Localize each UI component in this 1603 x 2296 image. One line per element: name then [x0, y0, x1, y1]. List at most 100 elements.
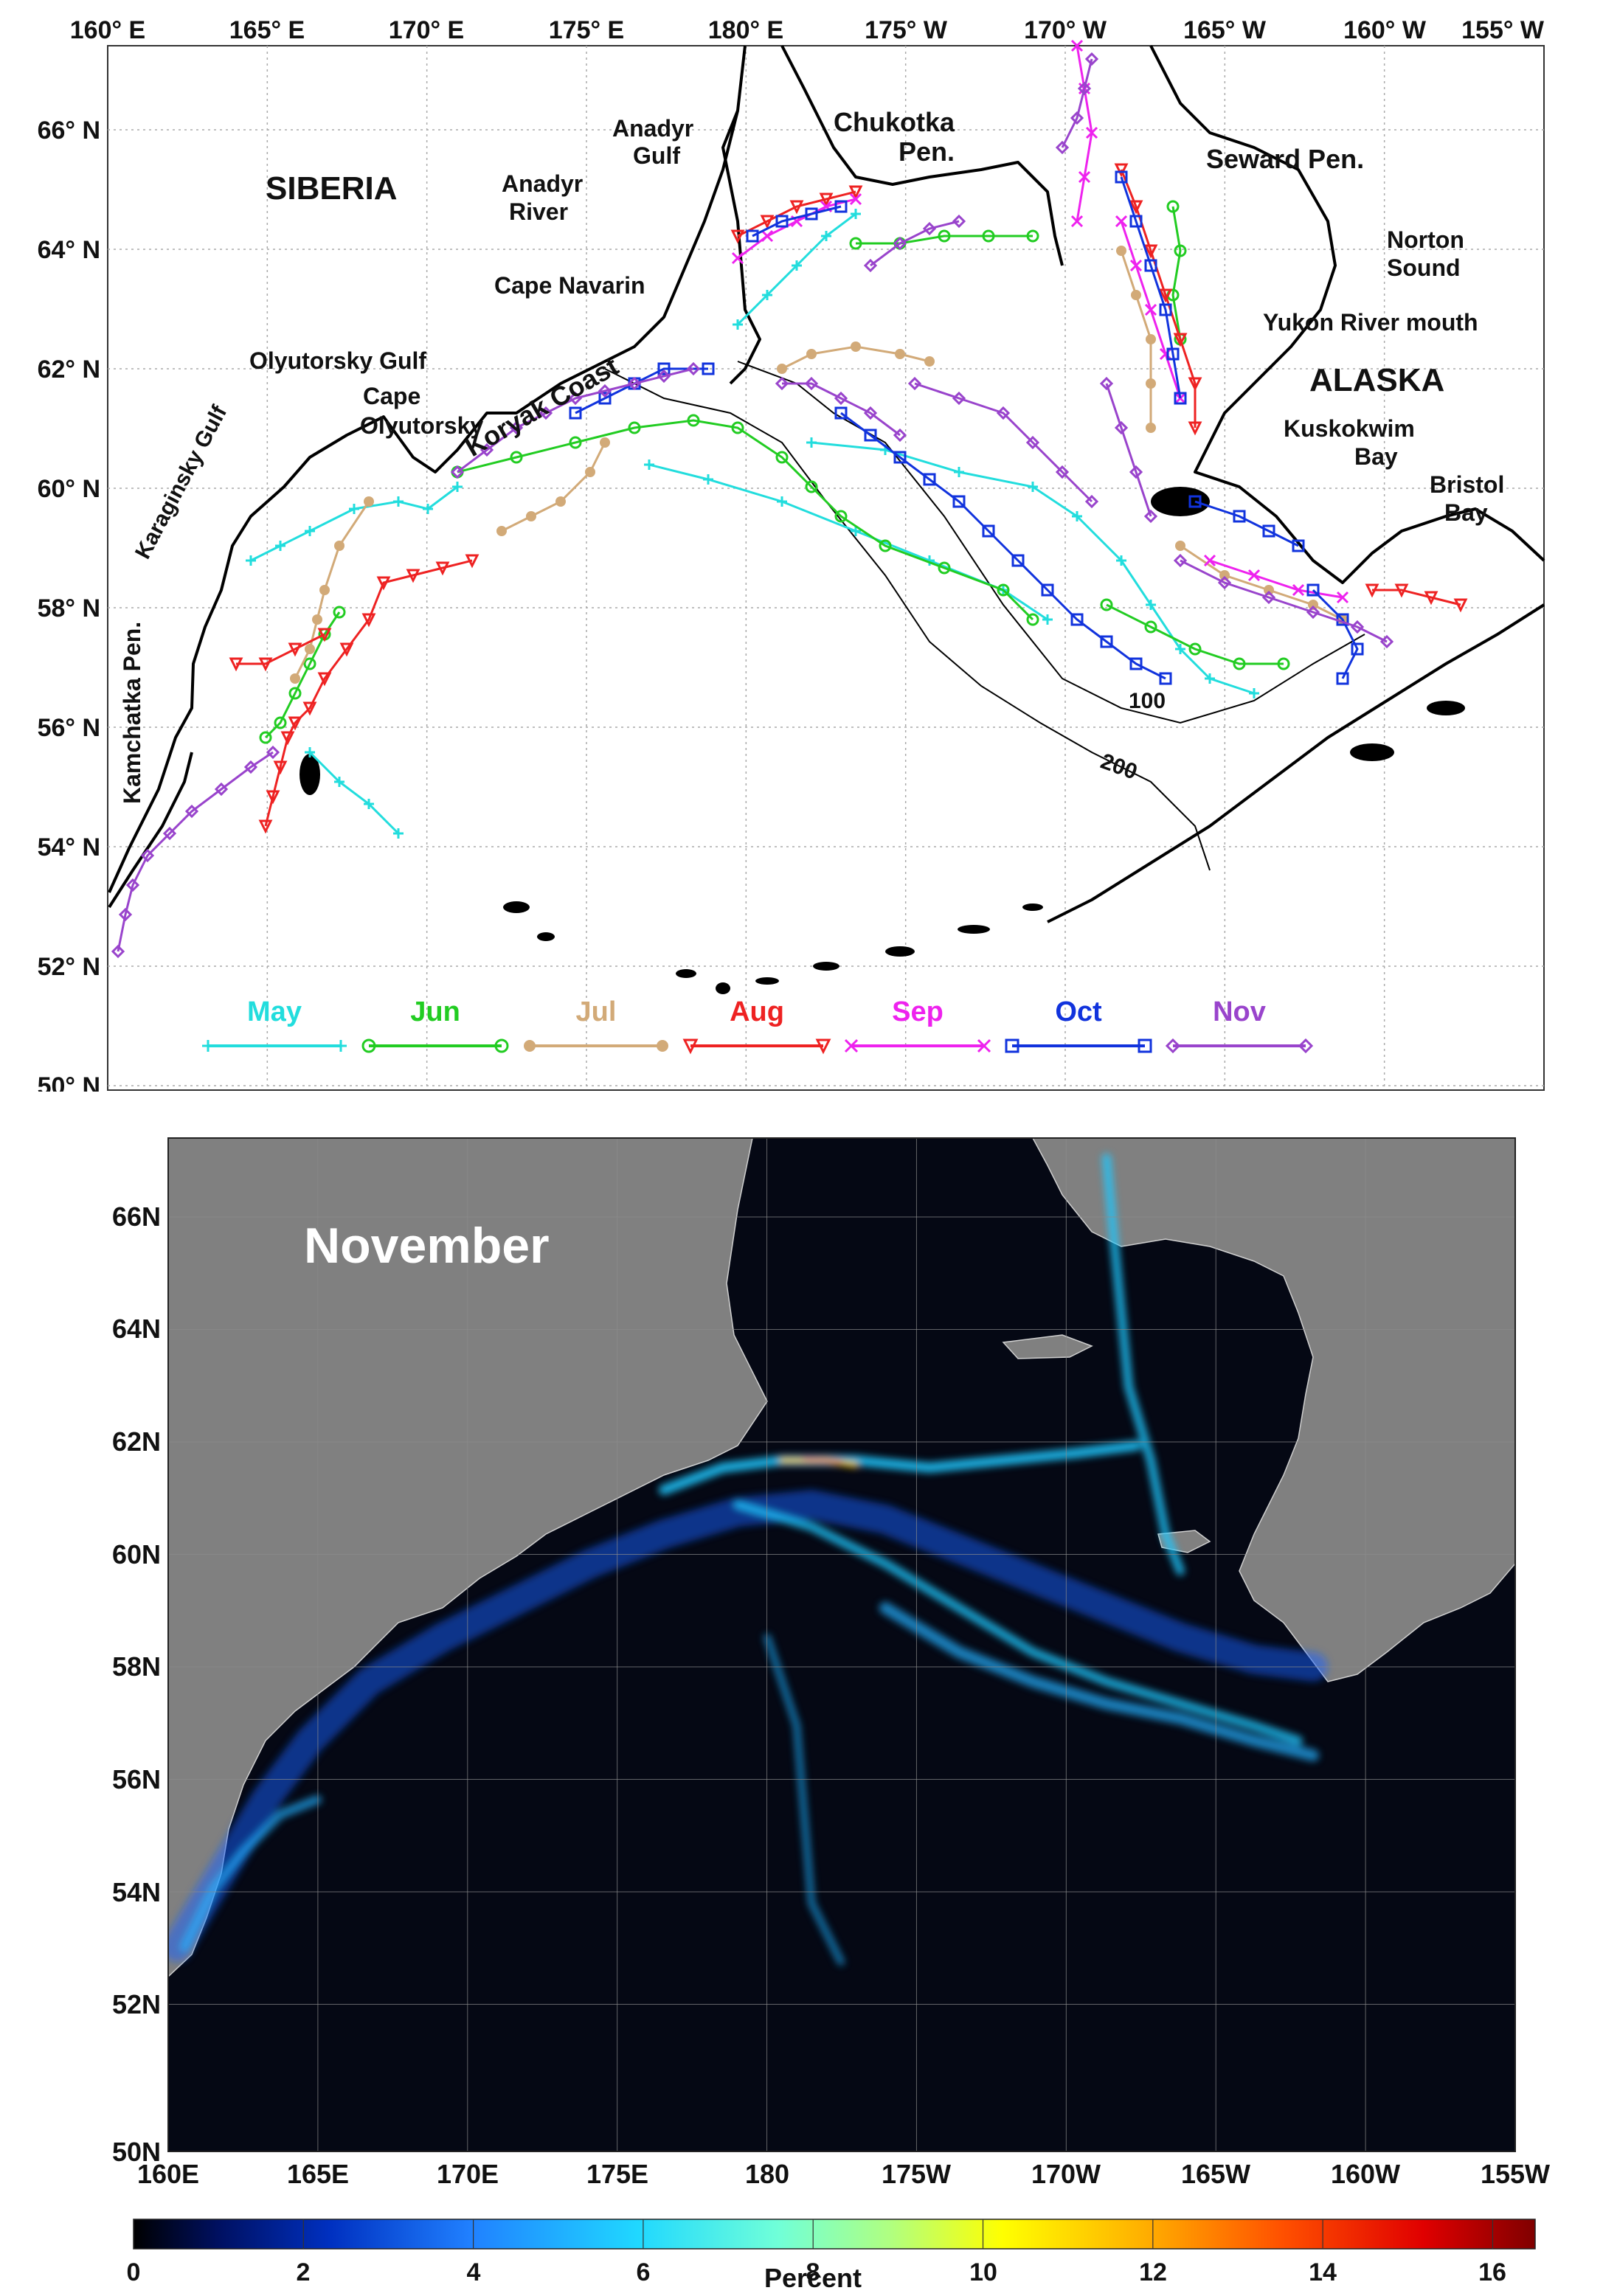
- track-marker: [760, 215, 775, 229]
- track-marker: [1129, 259, 1143, 272]
- track-line-nov: [457, 367, 694, 474]
- marker-square: [746, 229, 759, 243]
- trajectory-map: 160° E 165° E 170° E 175° E 180° E 175° …: [38, 16, 1545, 1092]
- track-marker: [1144, 303, 1157, 316]
- marker-diamond: [863, 258, 878, 273]
- marker-circle: [303, 657, 316, 670]
- track-marker: [1174, 244, 1187, 257]
- marker-cross: [849, 193, 862, 206]
- marker-triangle: [1173, 333, 1188, 347]
- track-marker: [849, 237, 862, 250]
- track-marker: [1072, 511, 1082, 521]
- top-lat-tick: 54° N: [38, 833, 100, 861]
- track-marker: [246, 555, 256, 566]
- track-marker: [1158, 288, 1173, 303]
- marker-diamond: [162, 826, 177, 841]
- marker-plus: [335, 1040, 347, 1052]
- track-marker: [1394, 583, 1409, 598]
- colorbar-gradient: [133, 2219, 1536, 2250]
- top-lon-tick-labels: 160° E 165° E 170° E 175° E 180° E 175° …: [70, 16, 1545, 44]
- track-marker: [312, 614, 322, 625]
- marker-cross: [1070, 215, 1084, 228]
- legend-item-nov: Nov: [1165, 996, 1314, 1054]
- track-line-sep: [1209, 559, 1343, 599]
- track-marker: [1078, 170, 1091, 184]
- marker-diamond: [893, 428, 907, 443]
- top-lat-tick-labels: 66° N 64° N 62° N 60° N 58° N 56° N 54° …: [38, 117, 100, 1092]
- asian-coastline: [108, 45, 747, 893]
- marker-cross: [977, 1038, 991, 1053]
- top-lat-tick: 66° N: [38, 117, 100, 145]
- marker-square: [775, 215, 789, 228]
- colorbar-tick-label: 10: [969, 2258, 997, 2286]
- track-marker: [1084, 494, 1099, 509]
- track-marker: [335, 1040, 347, 1052]
- marker-diamond: [125, 878, 140, 892]
- track-marker: [982, 524, 995, 538]
- marker-circle: [805, 480, 818, 493]
- marker-square: [1233, 510, 1246, 523]
- map-frame: [107, 45, 1545, 1091]
- track-marker: [952, 495, 966, 508]
- label-cape-olyutorsky: Cape: [363, 383, 420, 409]
- panel-title: November: [304, 1218, 550, 1274]
- bottom-lon-tick-labels: 160E 165E 170E 175E 180 175W 170W 165W 1…: [137, 2159, 1550, 2189]
- density-band: [764, 1634, 845, 1966]
- track-marker: [364, 799, 374, 809]
- marker-square: [702, 362, 715, 375]
- track-marker: [393, 496, 404, 507]
- marker-triangle: [288, 642, 302, 657]
- kamchatka-coast: [108, 752, 193, 909]
- label-cape-olyutorsky: Olyutorsky: [360, 412, 483, 439]
- track-marker: [1026, 613, 1039, 626]
- track-marker: [1261, 590, 1276, 605]
- marker-cross: [1085, 126, 1098, 139]
- track-marker: [1146, 334, 1156, 344]
- track-marker: [821, 231, 831, 241]
- legend-item-oct: Oct: [1005, 996, 1152, 1053]
- marker-dot: [1308, 600, 1318, 610]
- marker-triangle: [1188, 421, 1202, 436]
- top-lon-tick: 165° E: [229, 16, 305, 44]
- top-lon-tick: 165° W: [1183, 16, 1267, 44]
- track-line-nov: [1105, 383, 1152, 517]
- track-marker: [1041, 583, 1054, 597]
- marker-diamond: [907, 376, 922, 391]
- track-marker: [805, 207, 818, 221]
- marker-circle: [731, 421, 744, 434]
- label-bristol: Bay: [1444, 499, 1488, 526]
- track-marker: [923, 473, 936, 486]
- track-marker: [657, 362, 671, 375]
- marker-diamond: [568, 391, 583, 406]
- track-marker: [1085, 126, 1098, 139]
- marker-plus: [644, 459, 654, 470]
- marker-diamond: [1055, 140, 1070, 155]
- track-marker: [819, 193, 834, 207]
- colorbar: 0 2 4 6 8 10 12 14 16 Percent: [127, 2219, 1536, 2286]
- marker-triangle: [288, 716, 302, 731]
- track-marker: [938, 229, 951, 243]
- legend-label: Jul: [576, 996, 617, 1027]
- track-marker: [1116, 555, 1126, 566]
- track-marker: [777, 364, 787, 374]
- track-marker: [1077, 81, 1092, 96]
- track-marker: [730, 229, 745, 244]
- track-line-oct: [1194, 500, 1299, 547]
- track-line-nov: [914, 382, 1093, 503]
- marker-cross: [1144, 303, 1157, 316]
- track-marker: [598, 384, 612, 398]
- label-olyutorsky-gulf: Olyutorsky Gulf: [249, 347, 426, 374]
- density-band: [879, 1602, 1319, 1761]
- legend-item-jul: Jul: [524, 996, 668, 1052]
- marker-circle: [1188, 642, 1202, 656]
- chukotka-coast: [780, 45, 1064, 266]
- marker-plus: [1249, 688, 1259, 698]
- track-marker: [600, 437, 610, 448]
- track-marker: [1070, 39, 1084, 52]
- marker-dot: [1219, 570, 1230, 580]
- marker-triangle: [682, 1038, 699, 1055]
- track-marker: [1144, 259, 1157, 272]
- track-marker: [1292, 583, 1305, 597]
- marker-circle: [288, 687, 302, 700]
- marker-square: [1005, 1038, 1019, 1053]
